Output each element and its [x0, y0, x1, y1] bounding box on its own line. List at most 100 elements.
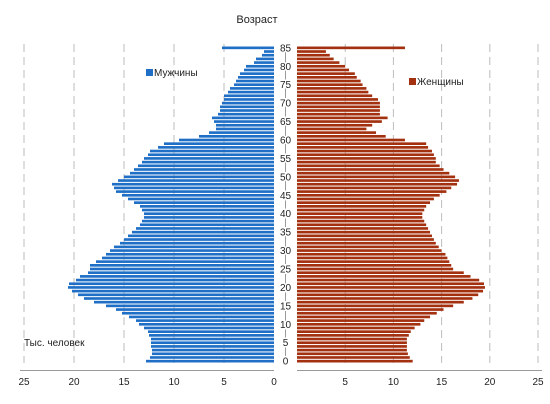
bar-women-age-74: [297, 87, 367, 90]
bar-women-age-38: [297, 219, 425, 223]
bar-men-age-5: [151, 341, 274, 345]
bar-women-age-67: [297, 112, 380, 116]
bar-men-age-15: [106, 304, 274, 308]
bar-women-age-51: [297, 171, 450, 175]
bar-men-age-56: [148, 153, 274, 157]
bar-women-age-56: [297, 153, 434, 157]
bar-women-age-14: [297, 308, 444, 311]
bar-men-age-68: [220, 109, 274, 112]
bar-women-age-29: [297, 252, 446, 256]
x-tick-label: 20: [68, 377, 80, 388]
bar-men-age-52: [134, 168, 274, 171]
bar-women-age-16: [297, 300, 464, 304]
bar-women-age-58: [297, 146, 429, 149]
chart-title: Возраст: [236, 14, 277, 26]
bar-men-age-30: [110, 249, 274, 252]
bar-men-age-14: [116, 308, 274, 311]
bar-men-age-58: [158, 146, 274, 149]
bar-men-age-3: [152, 348, 274, 352]
bar-women-age-33: [297, 238, 434, 241]
gridlines: [23, 44, 539, 363]
bar-women-age-75: [297, 83, 363, 87]
bar-men-age-2: [152, 352, 274, 356]
bar-women-age-79: [297, 68, 350, 72]
bar-women-age-15: [297, 304, 454, 308]
bar-men-age-31: [114, 245, 274, 249]
bar-women-age-49: [297, 179, 459, 182]
bar-women-age-3: [297, 348, 407, 352]
age-tick-label: 50: [280, 172, 292, 183]
bar-women-age-84: [297, 50, 326, 53]
bar-women-age-19: [297, 289, 484, 293]
bar-women-age-53: [297, 164, 440, 168]
bar-women-age-30: [297, 249, 442, 252]
bar-women-age-61: [297, 134, 386, 138]
age-tick-label: 75: [280, 80, 292, 91]
bar-women-age-7: [297, 334, 409, 337]
bar-men-age-43: [134, 201, 274, 204]
x-tick-label: 15: [436, 377, 448, 388]
bar-men-age-77: [238, 76, 274, 79]
bar-men-age-37: [140, 223, 274, 227]
bar-women-age-35: [297, 230, 431, 234]
bar-men-age-64: [216, 123, 274, 127]
age-tick-label: 70: [280, 99, 292, 110]
bar-women-age-81: [297, 61, 340, 64]
bar-men-age-25: [90, 267, 274, 271]
bar-men-age-70: [222, 101, 274, 105]
bar-men-age-51: [130, 171, 274, 175]
bar-men-age-35: [132, 230, 274, 234]
bar-men-age-0: [146, 359, 274, 363]
bar-women-age-69: [297, 105, 380, 109]
bar-men-age-79: [244, 68, 274, 72]
bar-women-age-72: [297, 94, 373, 98]
age-tick-label: 40: [280, 209, 292, 220]
bar-women-age-44: [297, 197, 434, 201]
bar-women-age-76: [297, 79, 361, 83]
bar-women-age-50: [297, 175, 456, 179]
bar-women-age-20: [297, 286, 485, 289]
bar-women-age-25: [297, 267, 454, 271]
bar-women-age-6: [297, 337, 407, 341]
bar-men-age-7: [149, 334, 274, 337]
bar-women-age-82: [297, 57, 334, 61]
legend-swatch-women: [409, 78, 416, 85]
age-tick-label: 10: [280, 320, 292, 331]
bar-men-age-65: [214, 120, 274, 123]
bar-men-age-84: [264, 50, 274, 53]
bar-men-age-63: [216, 127, 274, 131]
bar-men-age-72: [224, 94, 274, 98]
bar-men-age-4: [151, 345, 274, 348]
bar-women-age-52: [297, 168, 444, 171]
bars-men: [68, 46, 274, 363]
bar-women-age-70: [297, 101, 380, 105]
bar-women-age-4: [297, 345, 407, 348]
bar-men-age-24: [88, 271, 274, 275]
legend-label-women: Женщины: [417, 77, 464, 88]
age-tick-label: 60: [280, 135, 292, 146]
bars-women: [297, 46, 485, 363]
bar-men-age-33: [124, 238, 274, 241]
bar-men-age-42: [140, 205, 274, 208]
bar-men-age-46: [116, 190, 274, 193]
bar-women-age-80: [297, 64, 346, 68]
bar-men-age-13: [122, 311, 274, 315]
bar-men-age-36: [136, 227, 274, 230]
bar-men-age-34: [128, 234, 274, 238]
bar-women-age-28: [297, 256, 448, 260]
bar-men-age-83: [262, 53, 274, 57]
bar-women-age-23: [297, 275, 471, 278]
bar-women-age-77: [297, 76, 357, 79]
bar-men-age-38: [142, 219, 274, 223]
bar-men-age-20: [68, 286, 274, 289]
age-tick-label: 65: [280, 117, 292, 128]
bar-men-age-49: [118, 179, 274, 182]
bar-women-age-31: [297, 245, 439, 249]
bar-men-age-8: [148, 330, 274, 333]
bar-men-age-1: [150, 356, 274, 359]
bar-women-age-24: [297, 271, 464, 275]
bar-women-age-62: [297, 131, 377, 134]
age-tick-label: 15: [280, 301, 292, 312]
bar-women-age-36: [297, 227, 429, 230]
